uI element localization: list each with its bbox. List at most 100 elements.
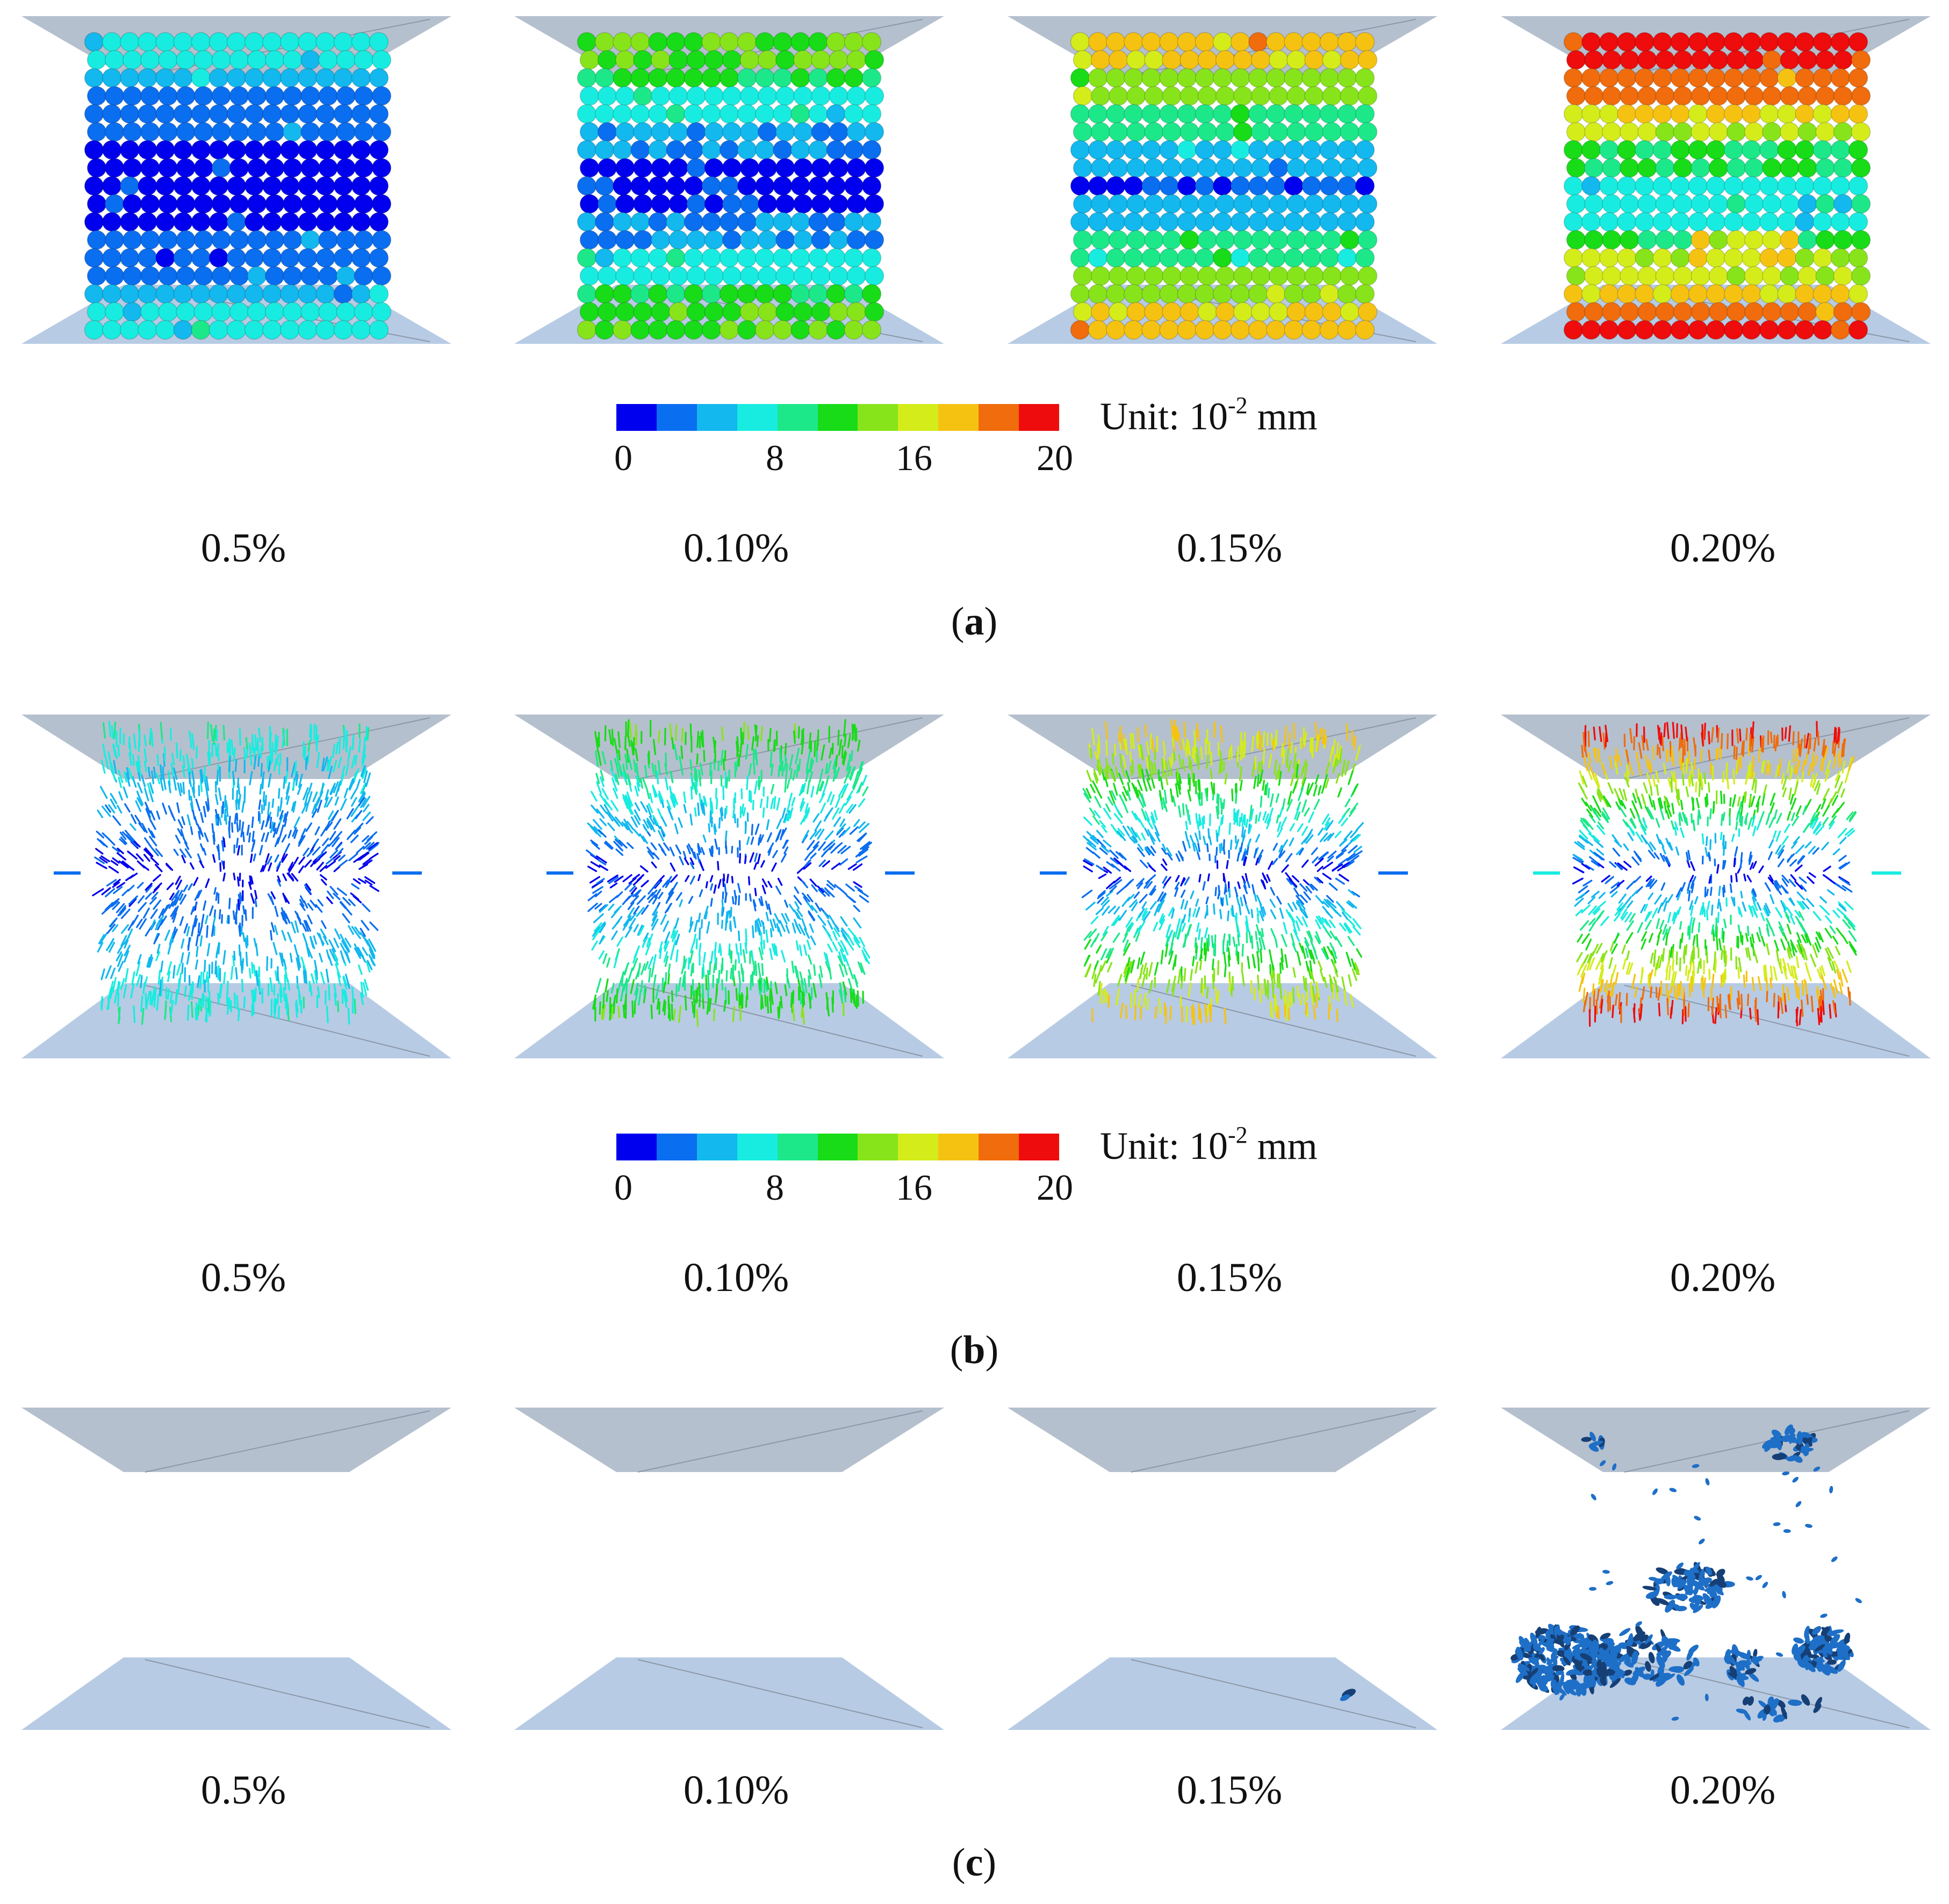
particle — [1637, 302, 1657, 322]
displacement-arrow — [276, 861, 282, 869]
particle — [1266, 248, 1286, 268]
displacement-arrow — [1296, 901, 1304, 911]
particle — [844, 104, 864, 124]
displacement-arrow — [788, 754, 794, 770]
displacement-arrow — [1127, 782, 1131, 792]
top-platen-diagonal — [1624, 717, 1910, 780]
displacement-arrow — [1299, 894, 1308, 903]
displacement-arrow — [852, 774, 858, 789]
displacement-arrow — [218, 787, 222, 801]
displacement-arrow — [592, 994, 596, 1009]
displacement-arrow — [1354, 962, 1360, 972]
displacement-arrow — [170, 1000, 174, 1016]
displacement-arrow — [1593, 908, 1601, 915]
displacement-arrow — [1820, 758, 1823, 770]
particle — [668, 230, 688, 250]
displacement-arrow — [766, 976, 769, 990]
displacement-arrow — [714, 839, 718, 850]
displacement-arrow — [1258, 937, 1263, 950]
particle — [1848, 320, 1868, 340]
displacement-arrow — [124, 944, 131, 957]
particle — [1726, 266, 1746, 286]
displacement-arrow — [1814, 755, 1818, 766]
displacement-arrow — [1129, 751, 1132, 762]
displacement-arrow — [199, 860, 205, 869]
displacement-arrow — [1290, 741, 1293, 754]
displacement-arrow — [803, 944, 808, 956]
particle — [1795, 140, 1815, 160]
displacement-arrow — [199, 779, 203, 792]
displacement-arrow — [1126, 790, 1131, 801]
displacement-arrow — [1089, 836, 1099, 845]
displacement-arrow — [1239, 766, 1242, 781]
displacement-arrow — [1337, 787, 1342, 798]
displacement-arrow — [1252, 761, 1256, 777]
particle — [1688, 284, 1708, 304]
particle — [1319, 68, 1340, 88]
top-platen — [514, 715, 944, 779]
particle — [280, 32, 300, 52]
particle — [737, 68, 757, 88]
displacement-arrow — [634, 802, 641, 811]
particle — [262, 140, 282, 160]
displacement-arrow — [808, 732, 812, 749]
displacement-arrow — [841, 745, 844, 759]
displacement-arrow — [151, 770, 155, 784]
particle — [577, 284, 597, 304]
displacement-arrow — [725, 914, 728, 926]
displacement-arrow — [292, 800, 297, 813]
particle — [333, 176, 354, 196]
displacement-arrow — [1318, 785, 1322, 796]
particle — [208, 284, 229, 304]
displacement-arrow — [1296, 763, 1299, 778]
panel-drawing — [514, 715, 944, 1058]
displacement-arrow — [708, 998, 712, 1012]
displacement-arrow — [1831, 961, 1837, 973]
displacement-arrow — [1718, 901, 1722, 912]
particle — [1337, 212, 1357, 232]
displacement-arrow — [1740, 805, 1744, 817]
displacement-arrow — [1159, 998, 1162, 1015]
displacement-arrow — [1081, 890, 1093, 898]
displacement-arrow — [1325, 760, 1331, 775]
displacement-arrow — [839, 858, 848, 866]
particle — [1144, 266, 1164, 286]
displacement-arrow — [1301, 769, 1307, 785]
displacement-arrow — [696, 731, 700, 748]
displacement-arrow — [181, 962, 184, 974]
particle — [648, 212, 668, 232]
displacement-arrow — [363, 842, 371, 850]
displacement-arrow — [808, 910, 816, 921]
particle — [318, 158, 338, 178]
displacement-arrow — [1106, 861, 1115, 868]
particle — [1304, 122, 1324, 142]
particle — [102, 176, 122, 196]
displacement-arrow — [1122, 825, 1130, 836]
displacement-arrow — [606, 990, 609, 1003]
displacement-arrow — [200, 768, 204, 783]
particle — [1301, 104, 1321, 124]
displacement-arrow — [641, 963, 646, 976]
particle — [104, 266, 125, 286]
displacement-arrow — [1109, 790, 1116, 804]
particle — [651, 158, 671, 178]
displacement-arrow — [256, 739, 260, 755]
particle — [193, 158, 213, 178]
displacement-arrow — [1577, 934, 1583, 943]
displacement-arrow — [1196, 922, 1200, 932]
displacement-arrow — [809, 830, 817, 840]
displacement-arrow — [1626, 950, 1630, 961]
displacement-arrow — [317, 986, 320, 998]
displacement-arrow — [1083, 931, 1092, 941]
particle — [1635, 212, 1655, 232]
particle — [1340, 86, 1360, 106]
displacement-arrow — [1323, 946, 1329, 960]
displacement-arrow — [766, 996, 769, 1014]
particle — [193, 302, 213, 322]
displacement-arrow — [590, 861, 601, 868]
displacement-arrow — [645, 942, 651, 956]
displacement-arrow — [1580, 817, 1590, 827]
particle — [1726, 122, 1746, 142]
displacement-arrow — [1288, 991, 1291, 1008]
particle — [1637, 158, 1657, 178]
